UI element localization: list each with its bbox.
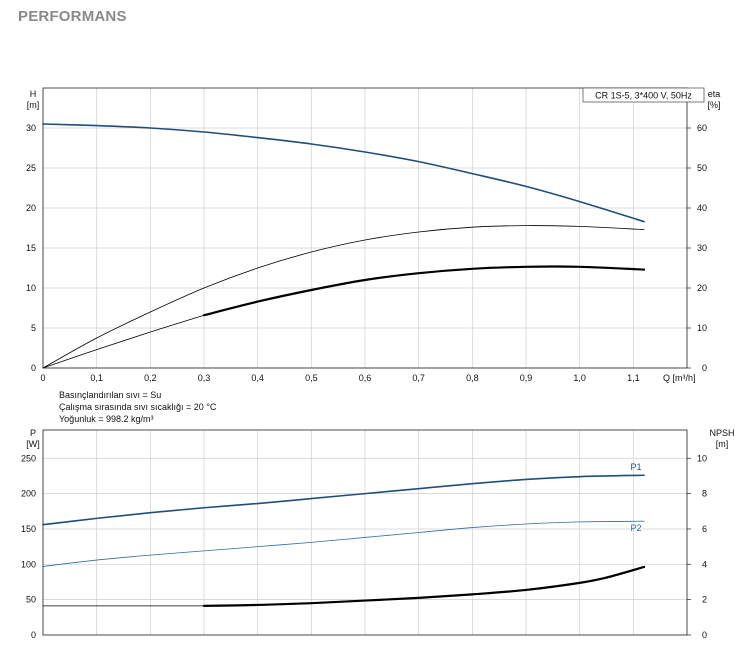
bottom-left-tick-label-2: 100 <box>21 559 36 569</box>
bottom-left-tick-label-1: 50 <box>26 595 36 605</box>
x-tick-label-0: 0 <box>40 373 45 383</box>
top-right-tick-label-2: 20 <box>697 283 707 293</box>
x-tick-label-8: 0,8 <box>466 373 479 383</box>
bottom-curve-p1 <box>42 474 645 526</box>
temperature-note: Çalışma sırasında sıvı sıcaklığı = 20 °C <box>59 402 217 412</box>
bottom-right-tick-label-1: 2 <box>702 595 707 605</box>
top-right-tick-label-4: 40 <box>697 203 707 213</box>
top-right-tick-label-0: 0 <box>702 363 707 373</box>
top-left-tick-label-1: 5 <box>31 323 36 333</box>
top-right-tick-label-5: 50 <box>697 163 707 173</box>
bottom-left-axis-unit-line1: P <box>30 428 36 438</box>
power-npsh-panel: P1 P2 0 50 100 150 200 250 0 2 4 6 8 10 P [W] NPSH [… <box>21 428 735 640</box>
head-efficiency-panel: 0 0,1 0,2 0,3 0,4 0,5 0,6 0,7 0,8 0,9 1,0 1,1 0 5 10 15… <box>26 87 721 424</box>
bottom-plot-frame <box>42 429 688 636</box>
x-tick-label-7: 0,7 <box>412 373 425 383</box>
page-title: PERFORMANS <box>18 8 127 25</box>
top-plot-frame <box>42 87 688 369</box>
bottom-right-axis-unit-line1: NPSH <box>709 428 734 438</box>
bottom-curve-3 <box>202 565 646 607</box>
bottom-right-tick-label-3: 6 <box>702 524 707 534</box>
bottom-right-tick-label-4: 8 <box>702 489 707 499</box>
top-left-axis-unit-line1: H <box>30 89 37 99</box>
bottom-left-tick-label-4: 200 <box>21 489 36 499</box>
top-left-tick-label-2: 10 <box>26 283 36 293</box>
x-tick-label-2: 0,2 <box>144 373 157 383</box>
top-right-tick-label-6: 60 <box>697 123 707 133</box>
series-label-p1: P1 <box>631 462 642 472</box>
bottom-right-tick-label-5: 10 <box>697 453 707 463</box>
top-right-axis-unit-line2: [%] <box>707 100 720 110</box>
x-tick-label-6: 0,6 <box>359 373 372 383</box>
top-right-tick-label-3: 30 <box>697 243 707 253</box>
top-curve-3 <box>202 265 646 317</box>
x-tick-label-10: 1,0 <box>573 373 586 383</box>
top-left-tick-label-4: 20 <box>26 203 36 213</box>
bottom-right-tick-label-0: 0 <box>702 630 707 640</box>
x-axis-label: Q [m³/h] <box>663 373 696 383</box>
top-right-axis-unit-line1: eta <box>708 89 721 99</box>
top-right-tick-label-1: 10 <box>697 323 707 333</box>
top-curve-1 <box>42 225 645 369</box>
bottom-left-axis-unit-line2: [W] <box>26 439 40 449</box>
top-curve-0 <box>42 123 645 223</box>
bottom-right-axis-unit-line2: [m] <box>716 439 729 449</box>
x-tick-label-3: 0,3 <box>198 373 211 383</box>
x-tick-label-4: 0,4 <box>251 373 264 383</box>
model-label: CR 1S-5, 3*400 V, 50Hz <box>595 91 692 101</box>
bottom-left-tick-label-0: 0 <box>31 630 36 640</box>
bottom-left-tick-label-3: 150 <box>21 524 36 534</box>
top-curve-2 <box>42 314 205 369</box>
x-tick-label-5: 0,5 <box>305 373 318 383</box>
bottom-right-tick-label-2: 4 <box>702 559 707 569</box>
top-left-tick-label-5: 25 <box>26 163 36 173</box>
fluid-note: Basınçlandırılan sıvı = Su <box>59 390 161 400</box>
density-note: Yoğunluk = 998.2 kg/m³ <box>59 414 153 424</box>
bottom-curve-p2 <box>42 520 645 567</box>
model-label-box <box>582 87 705 103</box>
x-tick-label-9: 0,9 <box>520 373 533 383</box>
top-left-tick-label-0: 0 <box>31 363 36 373</box>
x-tick-label-11: 1,1 <box>627 373 640 383</box>
bottom-left-tick-label-5: 250 <box>21 453 36 463</box>
x-tick-label-1: 0,1 <box>90 373 103 383</box>
series-label-p2: P2 <box>631 523 642 533</box>
top-left-tick-label-6: 30 <box>26 123 36 133</box>
top-left-axis-unit-line2: [m] <box>27 100 40 110</box>
top-left-tick-label-3: 15 <box>26 243 36 253</box>
